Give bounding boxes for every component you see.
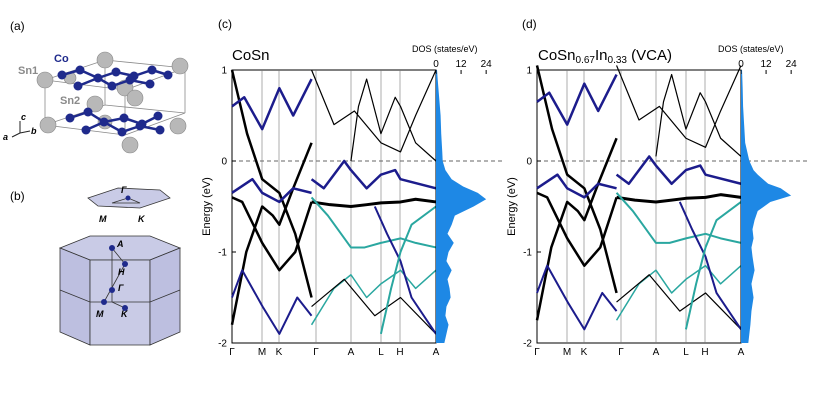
band-line bbox=[536, 173, 617, 199]
k-point-label: M bbox=[258, 347, 266, 358]
band-line bbox=[655, 73, 742, 157]
axis-c-label: c bbox=[21, 112, 26, 122]
sn1-label: Sn1 bbox=[18, 65, 38, 77]
band-line bbox=[310, 269, 437, 326]
band-line bbox=[616, 193, 742, 204]
axis-a-label: a bbox=[3, 132, 8, 142]
axis-b-label: b bbox=[31, 126, 37, 136]
band-line bbox=[231, 269, 313, 335]
y-tick-label: -2 bbox=[523, 339, 532, 350]
band-line bbox=[615, 155, 742, 185]
dos-curve bbox=[741, 70, 792, 343]
surface-brillouin-zone bbox=[87, 187, 171, 209]
dos-curve bbox=[436, 70, 487, 343]
y-tick-label: 0 bbox=[221, 157, 227, 168]
band-line bbox=[616, 65, 742, 148]
band-line bbox=[616, 274, 742, 330]
surface-k-label: K bbox=[138, 214, 146, 224]
band-line bbox=[310, 196, 437, 249]
k-point-label: Γ bbox=[313, 347, 319, 358]
bz-k-label: K bbox=[121, 309, 129, 319]
band-line bbox=[536, 264, 618, 331]
k-point-label: Γ bbox=[229, 347, 235, 358]
k-point-label: A bbox=[348, 347, 355, 358]
band-line bbox=[615, 192, 742, 244]
band-line bbox=[373, 206, 437, 335]
surface-m-label: M bbox=[99, 214, 107, 224]
y-tick-label: -1 bbox=[218, 248, 227, 259]
band-line bbox=[311, 197, 437, 208]
band-line bbox=[379, 205, 437, 335]
dos-tick-label: 12 bbox=[761, 59, 773, 70]
panel-label-a: (a) bbox=[10, 19, 25, 33]
co-label: Co bbox=[54, 53, 69, 65]
k-point-label: A bbox=[653, 347, 660, 358]
k-point-label: M bbox=[563, 347, 571, 358]
y-tick-label: -2 bbox=[218, 339, 227, 350]
k-point-label: A bbox=[738, 347, 745, 358]
band-line bbox=[678, 201, 742, 330]
y-tick-label: -1 bbox=[523, 248, 532, 259]
k-point-label: Γ bbox=[618, 347, 624, 358]
axes-triad bbox=[11, 121, 31, 138]
bz-a-label: A bbox=[116, 239, 124, 249]
bz-h-label: H bbox=[118, 267, 125, 277]
dos-tick-label: 24 bbox=[786, 59, 798, 70]
band-line bbox=[231, 177, 312, 204]
band-line bbox=[310, 159, 437, 190]
band-line bbox=[231, 196, 313, 272]
y-axis-label: Energy (eV) bbox=[506, 177, 518, 236]
chart-d-title: CoSn0.67In0.33 (VCA) bbox=[538, 47, 672, 66]
k-point-label: Γ bbox=[534, 347, 540, 358]
y-axis-label: Energy (eV) bbox=[201, 177, 213, 236]
panel-label-d: (d) bbox=[522, 17, 537, 31]
chart-d-dos-label: DOS (states/eV) bbox=[718, 44, 784, 54]
k-point-label: A bbox=[433, 347, 440, 358]
crystal-structure bbox=[36, 51, 189, 154]
band-line bbox=[311, 69, 437, 153]
k-point-label: K bbox=[276, 347, 283, 358]
chart-c-title: CoSn bbox=[232, 47, 270, 64]
panel-label-b: (b) bbox=[10, 189, 25, 203]
sn2-label: Sn2 bbox=[60, 95, 80, 107]
k-point-label: H bbox=[396, 347, 403, 358]
band-line bbox=[536, 191, 618, 267]
band-line bbox=[350, 78, 437, 162]
k-point-label: L bbox=[683, 347, 689, 358]
dos-tick-label: 0 bbox=[433, 59, 439, 70]
k-point-label: H bbox=[701, 347, 708, 358]
dos-tick-label: 24 bbox=[481, 59, 493, 70]
bz-m-label: M bbox=[96, 309, 104, 319]
bz-gamma-label: Γ bbox=[118, 283, 124, 293]
panel-label-c: (c) bbox=[218, 17, 232, 31]
y-tick-label: 1 bbox=[526, 66, 532, 77]
band-line bbox=[684, 201, 742, 330]
band-line bbox=[230, 142, 313, 326]
band-line bbox=[231, 78, 313, 131]
band-line bbox=[535, 137, 618, 321]
bulk-brillouin-zone bbox=[58, 235, 182, 346]
y-tick-label: 0 bbox=[526, 157, 532, 168]
dos-tick-label: 0 bbox=[738, 59, 744, 70]
band-structure-chart-cosn: 1 0 -1 -2 Energy (eV) Γ M K Γ A L H A 0 12 24 bbox=[201, 59, 505, 358]
band-line bbox=[615, 264, 742, 321]
surface-gamma-label: Γ bbox=[121, 185, 127, 195]
band-line bbox=[311, 278, 437, 335]
k-point-label: L bbox=[378, 347, 384, 358]
dos-tick-label: 12 bbox=[456, 59, 468, 70]
chart-c-dos-label: DOS (states/eV) bbox=[412, 44, 478, 54]
band-structure-chart-cosn-in-vca: 1 0 -1 -2 Energy (eV) Γ M K Γ A L H A 0 12 24 bbox=[506, 59, 810, 358]
y-tick-label: 1 bbox=[221, 66, 227, 77]
band-line bbox=[536, 73, 618, 126]
k-point-label: K bbox=[581, 347, 588, 358]
